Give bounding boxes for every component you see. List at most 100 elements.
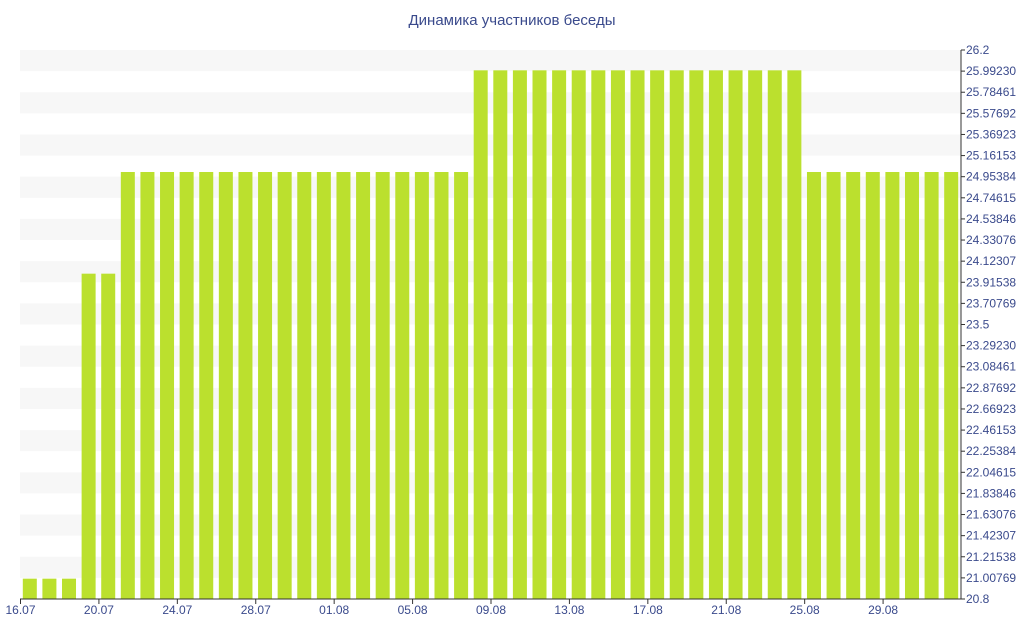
bar-03.08 [375,172,390,599]
bar-02.08 [356,172,371,599]
y-tick-label: 23.91538 [966,275,1016,289]
bar-25.07 [199,172,214,599]
bar-25.08 [806,172,821,599]
x-tick-label: 16.07 [5,603,35,617]
y-tick-label: 22.46153 [966,423,1016,437]
bar-11.08 [532,70,547,600]
bar-18.08 [669,70,684,600]
bar-27.07 [238,172,253,599]
bar-24.08 [787,70,802,600]
bar-19.07 [81,273,96,599]
bar-22.08 [748,70,763,600]
bar-13.08 [571,70,586,600]
y-tick-label: 22.04615 [966,465,1016,479]
x-tick-label: 25.08 [790,603,820,617]
chart-title: Динамика участников беседы [408,12,616,29]
bar-16.08 [630,70,645,600]
bars-group [22,70,959,600]
x-tick-label: 24.07 [162,603,192,617]
y-tick-label: 21.83846 [966,486,1016,500]
bar-20.08 [708,70,723,600]
y-tick-label: 24.53846 [966,212,1016,226]
x-tick-label: 05.08 [398,603,428,617]
bar-31.08 [924,172,939,599]
bar-28.07 [258,172,273,599]
bar-30.07 [297,172,312,599]
bar-09.08 [493,70,508,600]
bar-23.07 [160,172,175,599]
grid-band [20,218,961,241]
bar-14.08 [591,70,606,600]
y-axis-ticks: 26.2 25.99230 25.78461 25.57692 25.36923 25.1… [961,43,1016,606]
y-tick-label: 25.36923 [966,127,1016,141]
bar-20.07 [101,273,116,599]
y-tick-label: 23.08461 [966,360,1016,374]
bar-18.07 [62,578,77,599]
bar-21.08 [728,70,743,600]
grid-band [20,387,961,409]
y-tick-label: 23.29230 [966,339,1016,353]
bar-29.08 [885,172,900,599]
bar-06.08 [434,172,449,599]
x-tick-label: 09.08 [476,603,506,617]
y-tick-label: 22.66923 [966,402,1016,416]
y-tick-label: 21.21538 [966,550,1016,564]
y-tick-label: 26.2 [966,43,990,57]
y-tick-label: 23.5 [966,318,990,332]
y-tick-label: 24.33076 [966,233,1016,247]
grid-band [20,556,961,578]
y-tick-label: 21.63076 [966,508,1016,522]
x-tick-label: 20.07 [84,603,114,617]
y-tick-label: 25.99230 [966,64,1016,78]
y-tick-label: 24.95384 [966,170,1016,184]
bar-27.08 [846,172,861,599]
bar-17.07 [42,578,57,599]
bar-31.07 [316,172,331,599]
grid-band [20,261,961,283]
bar-01.09 [944,172,959,599]
x-tick-label: 17.08 [633,603,663,617]
bar-29.07 [277,172,292,599]
bar-23.08 [767,70,782,600]
x-tick-label: 29.08 [868,603,898,617]
grid-band [20,50,961,72]
bar-04.08 [395,172,410,599]
y-tick-label: 24.74615 [966,191,1016,205]
x-tick-label: 13.08 [554,603,584,617]
bar-28.08 [865,172,880,599]
y-tick-label: 25.78461 [966,85,1016,99]
y-tick-label: 24.12307 [966,254,1016,268]
bar-12.08 [552,70,567,600]
bar-17.08 [650,70,665,600]
y-tick-label: 21.42307 [966,529,1016,543]
x-tick-label: 28.07 [241,603,271,617]
bar-30.08 [904,172,919,599]
y-tick-label: 21.00769 [966,571,1016,585]
y-tick-label: 20.8 [966,592,990,606]
y-tick-label: 23.70769 [966,296,1016,310]
y-tick-label: 25.16153 [966,149,1016,163]
bar-15.08 [610,70,625,600]
grid-band [20,514,961,536]
grid-band [20,345,961,367]
grid-band [20,134,961,156]
bar-26.07 [218,172,233,599]
bar-24.07 [179,172,194,599]
x-tick-label: 01.08 [319,603,349,617]
bar-07.08 [454,172,469,599]
bar-19.08 [689,70,704,600]
bar-05.08 [414,172,429,599]
grid-band [20,92,961,114]
x-tick-label: 21.08 [711,603,741,617]
bar-26.08 [826,172,841,599]
bar-10.08 [512,70,527,600]
bar-21.07 [120,172,135,599]
bar-01.08 [336,172,351,599]
x-axis-ticks: 16.07 20.07 24.07 28.07 01.08 05.08 09.08 13.08… [5,599,898,617]
bar-08.08 [473,70,488,600]
background-bands [20,50,961,578]
bar-22.07 [140,172,155,599]
grid-band [20,430,961,452]
